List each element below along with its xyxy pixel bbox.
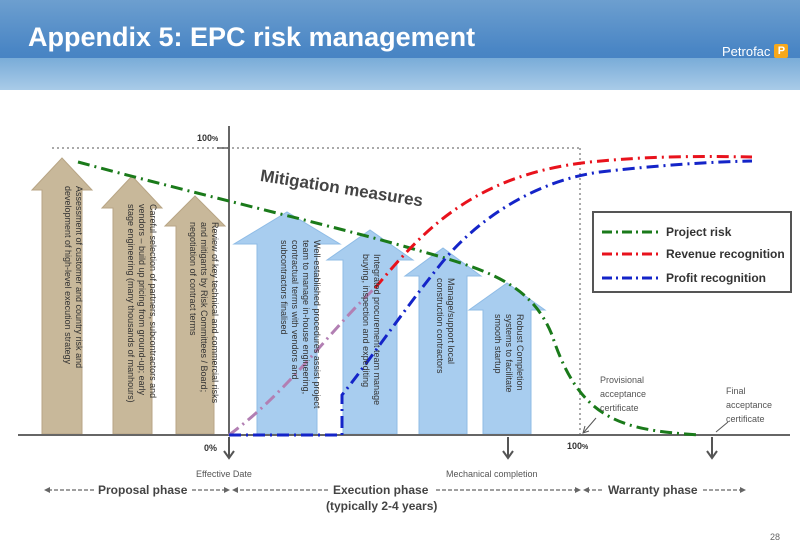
tan-arrow-3-text: Review of key technical and commercial r… bbox=[188, 222, 220, 404]
blue-arrow-3-text: Manage/support local construction contrac… bbox=[435, 278, 456, 374]
logo-text: Petrofac bbox=[722, 43, 771, 59]
tan-arrows bbox=[30, 157, 227, 435]
legend-label: Profit recognition bbox=[666, 271, 766, 285]
blue-arrows bbox=[232, 211, 547, 435]
warranty-phase-label: Warranty phase bbox=[608, 483, 698, 497]
logo-mark-icon: P bbox=[774, 44, 789, 58]
legend-swatch-project-risk bbox=[602, 230, 658, 234]
revenue-curve bbox=[373, 155, 753, 289]
blue-arrow-2-text: Integrated procurement team manage buying… bbox=[361, 254, 382, 406]
legend-label: Project risk bbox=[666, 225, 732, 239]
project-risk-curve bbox=[77, 160, 701, 437]
mechanical-completion-label: Mechanical completion bbox=[446, 469, 538, 479]
legend-item-profit: Profit recognition bbox=[602, 268, 766, 288]
legend-swatch-profit bbox=[602, 276, 658, 280]
pre-revenue-curve bbox=[228, 286, 377, 437]
page-number: 28 bbox=[770, 532, 781, 542]
phase-arrowheads bbox=[44, 487, 746, 493]
y-axis-zero-label: 0% bbox=[204, 443, 218, 453]
profit-curve bbox=[229, 159, 753, 437]
execution-phase-duration: (typically 2-4 years) bbox=[326, 499, 438, 513]
final-cert-pointer bbox=[715, 421, 729, 433]
tan-arrow-2 bbox=[100, 175, 164, 435]
header-band: Appendix 5: EPC risk management Petrofac… bbox=[0, 0, 800, 90]
blue-arrow-4-text: Robust Completion systems to facilitate sm… bbox=[493, 314, 525, 393]
mechanical-hundred-label: 100% bbox=[567, 441, 589, 451]
page-title: Appendix 5: EPC risk management bbox=[28, 22, 476, 52]
tan-arrow-3 bbox=[163, 195, 227, 435]
final-cert-label: Final acceptance certificate bbox=[726, 386, 773, 424]
provisional-cert-pointer bbox=[583, 417, 597, 433]
tan-arrow-1-text: Assessment of customer and country risk … bbox=[63, 186, 84, 369]
legend-swatch-revenue bbox=[602, 252, 658, 256]
y-axis-top-label: 100% bbox=[197, 133, 219, 143]
tan-arrow-2-text: Careful selection of partners, subcontra… bbox=[126, 204, 158, 403]
blue-arrow-3 bbox=[403, 247, 483, 435]
company-logo: Petrofac P bbox=[722, 41, 789, 61]
blue-arrow-4 bbox=[467, 282, 547, 435]
header-stripe bbox=[0, 58, 800, 90]
effective-date-label: Effective Date bbox=[196, 469, 252, 479]
milestone-arrows bbox=[223, 437, 718, 460]
tan-arrow-1 bbox=[30, 157, 94, 435]
legend-label: Revenue recognition bbox=[666, 247, 785, 261]
blue-arrow-2 bbox=[325, 229, 415, 435]
legend-item-project-risk: Project risk bbox=[602, 222, 731, 242]
provisional-cert-label: Provisional acceptance certificate bbox=[600, 375, 647, 413]
execution-phase-label: Execution phase bbox=[333, 483, 429, 497]
blue-arrow-1-text: Well-established procedures assist proje… bbox=[279, 240, 322, 409]
legend: Project risk Revenue recognition Profit … bbox=[592, 211, 792, 293]
blue-arrow-1 bbox=[232, 211, 342, 435]
legend-item-revenue: Revenue recognition bbox=[602, 244, 785, 264]
proposal-phase-label: Proposal phase bbox=[98, 483, 188, 497]
